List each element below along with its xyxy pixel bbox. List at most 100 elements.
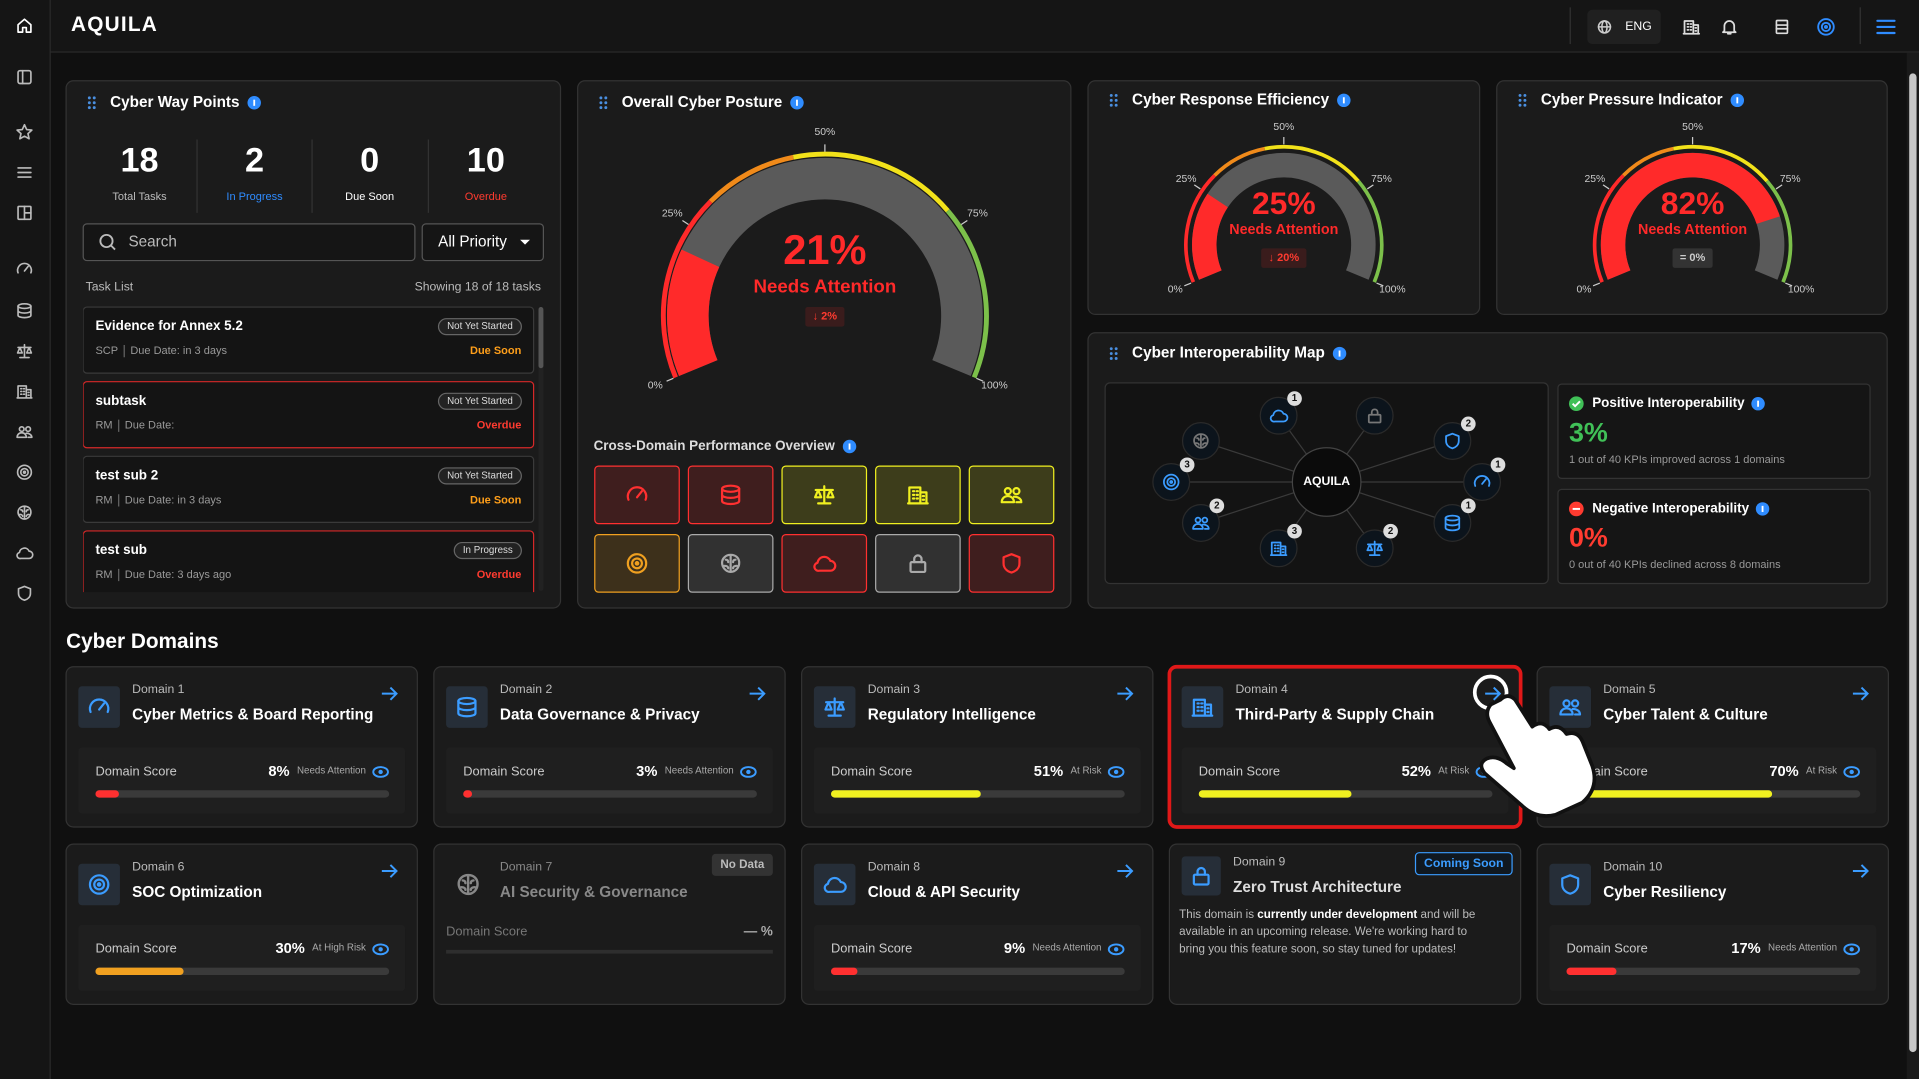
drag-handle-dot <box>1109 93 1113 97</box>
search-input[interactable] <box>82 223 416 262</box>
score-label: Domain Score <box>1199 763 1280 778</box>
gauge-color-ring <box>1622 146 1674 177</box>
domain-tile[interactable] <box>875 533 961 593</box>
view-icon[interactable] <box>1107 943 1125 956</box>
domain-card[interactable]: Domain 4 Third-Party & Supply Chain Domain… <box>1167 664 1523 829</box>
view-icon[interactable] <box>372 943 389 956</box>
domain-arrow[interactable] <box>1852 864 1869 878</box>
domain-card[interactable]: Domain 9 Zero Trust Architecture Coming So… <box>1168 843 1522 1005</box>
task-scroll-thumb[interactable] <box>538 307 544 369</box>
map-node[interactable] <box>1259 396 1298 435</box>
people-icon[interactable] <box>16 425 33 439</box>
gauge-status: Needs Attention <box>753 275 896 296</box>
star-icon[interactable] <box>16 123 33 140</box>
domain-tile[interactable] <box>687 465 774 525</box>
domain-arrow[interactable] <box>1485 686 1502 701</box>
domain-name: Data Governance & Privacy <box>500 707 700 724</box>
db-icon[interactable] <box>17 303 32 319</box>
building-icon[interactable] <box>1682 20 1701 35</box>
domain-description: bring you this feature soon, so stay tun… <box>1179 942 1456 955</box>
view-icon[interactable] <box>740 766 757 778</box>
icon-part <box>1570 699 1580 708</box>
map-node[interactable] <box>1355 396 1394 435</box>
gauge-tick-label: 75% <box>967 208 988 219</box>
domain-card[interactable]: Domain 3 Regulatory Intelligence Domain Sc… <box>801 666 1154 828</box>
domain-arrow[interactable] <box>1117 686 1134 701</box>
score-status: Needs Attention <box>665 765 734 776</box>
score-bar-track <box>830 967 1125 976</box>
domain-card[interactable]: Domain 8 Cloud & API Security Domain Score… <box>801 843 1154 1005</box>
icon-part <box>88 698 110 714</box>
task-item[interactable]: test sub 2 Not Yet Started RM Due Date: in … <box>83 455 535 523</box>
gauge-tick-label: 50% <box>814 127 835 138</box>
target-icon[interactable] <box>1817 18 1835 36</box>
score-panel <box>1549 924 1877 991</box>
target-icon[interactable] <box>16 464 33 480</box>
task-owner: SCP <box>95 345 118 357</box>
domain-arrow[interactable] <box>381 686 398 701</box>
layout-icon[interactable] <box>17 205 32 221</box>
domain-card[interactable]: Domain 1 Cyber Metrics & Board Reporting D… <box>65 666 418 828</box>
map-node[interactable] <box>1152 463 1191 501</box>
scale-icon[interactable] <box>16 343 33 359</box>
gauge-tick <box>1366 184 1374 190</box>
menu-icon[interactable] <box>1876 19 1896 35</box>
domain-card[interactable]: Domain 2 Data Governance & Privacy Domain … <box>433 666 786 828</box>
icon-part <box>824 697 845 717</box>
doc-icon[interactable] <box>1775 19 1789 35</box>
drag-handle-dot <box>1518 98 1522 102</box>
icon-part <box>906 486 929 505</box>
icon-part <box>813 485 835 505</box>
domain-tile[interactable] <box>594 533 680 593</box>
domain-tile[interactable] <box>968 465 1055 525</box>
domain-card[interactable]: Domain 7 AI Security & Governance No Data D… <box>433 843 786 1005</box>
map-node[interactable] <box>1433 504 1472 542</box>
map-node[interactable] <box>1181 504 1220 542</box>
domain-arrow[interactable] <box>749 686 766 701</box>
task-item[interactable]: subtask Not Yet Started RM Due Date: Overdue <box>83 381 535 449</box>
building-icon[interactable] <box>16 385 33 399</box>
scrollbar-thumb[interactable] <box>1909 73 1917 1053</box>
view-icon[interactable] <box>372 766 389 778</box>
building-icon <box>1191 698 1214 717</box>
domain-card[interactable]: Domain 10 Cyber Resiliency Domain Score Nee… <box>1536 843 1890 1005</box>
domain-arrow[interactable] <box>1117 864 1134 878</box>
stat-label: Total Tasks <box>112 191 167 203</box>
drag-handle-dot <box>1518 93 1522 97</box>
panel-icon[interactable] <box>17 69 32 85</box>
brain-icon[interactable] <box>17 505 32 520</box>
icon-part <box>17 305 32 319</box>
bell-icon[interactable] <box>1722 20 1737 35</box>
cloud-icon[interactable] <box>16 547 34 560</box>
domain-arrow[interactable] <box>381 864 398 878</box>
menu-icon[interactable] <box>17 167 32 178</box>
domain-tile[interactable] <box>968 533 1055 593</box>
domain-tile[interactable] <box>781 533 868 593</box>
domain-tile[interactable] <box>594 465 680 525</box>
icon-part <box>1775 24 1789 30</box>
priority-dropdown[interactable] <box>421 223 545 262</box>
map-node[interactable] <box>1433 422 1472 460</box>
icon-part <box>16 343 33 359</box>
view-icon[interactable] <box>1843 766 1861 778</box>
view-icon[interactable] <box>1843 943 1861 956</box>
shield-icon[interactable] <box>17 585 32 602</box>
icon-part <box>720 553 741 574</box>
gauge-status: Needs Attention <box>1638 222 1747 238</box>
dropdown-arrow <box>520 239 530 245</box>
node-badge <box>1460 416 1476 432</box>
gauge-icon[interactable] <box>16 262 33 274</box>
domain-arrow[interactable] <box>1852 686 1869 701</box>
map-node[interactable] <box>1463 463 1502 501</box>
view-icon[interactable] <box>1107 766 1125 778</box>
gauge-tick-label: 75% <box>1371 174 1392 185</box>
language-selector[interactable] <box>1587 9 1661 45</box>
score-bar-track <box>1566 967 1861 976</box>
task-item[interactable]: test sub In Progress RM Due Date: 3 days ag… <box>83 530 535 597</box>
domain-card[interactable]: Domain 6 SOC Optimization Domain Score At H… <box>65 843 418 1005</box>
task-item[interactable]: Evidence for Annex 5.2 Not Yet Started SCP… <box>83 306 535 374</box>
domain-number: Domain 7 <box>500 860 553 874</box>
home-icon[interactable] <box>17 18 32 33</box>
drag-handle-dot <box>1114 103 1118 107</box>
